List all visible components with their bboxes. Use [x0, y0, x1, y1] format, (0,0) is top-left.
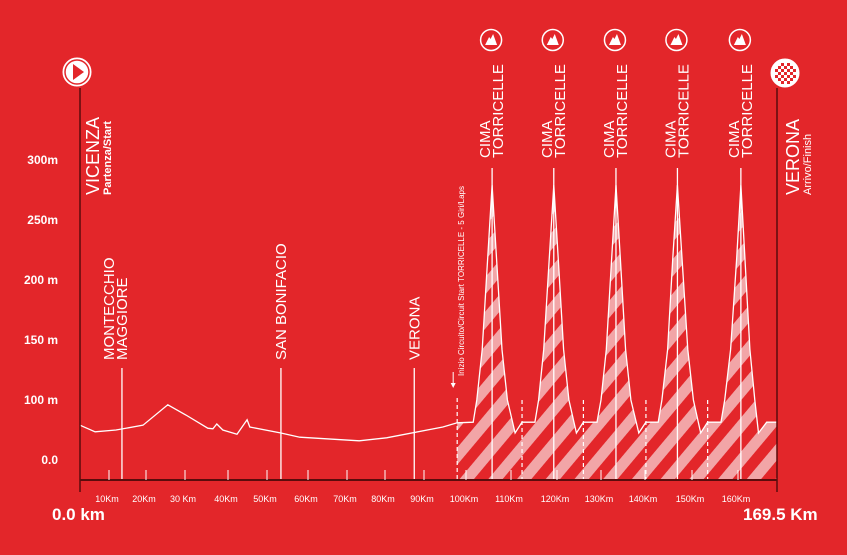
x-tick-label: 40Km: [214, 494, 238, 504]
x-tick-label: 70Km: [333, 494, 357, 504]
mountain-icon: [485, 34, 498, 45]
y-tick-label: 100 m: [24, 393, 58, 407]
checker-square: [787, 63, 790, 66]
y-tick-label: 250m: [27, 213, 58, 227]
start-name: VICENZA: [83, 117, 103, 195]
y-tick-label: 150 m: [24, 333, 58, 347]
mountain-icon: [608, 34, 621, 45]
arrow-down-icon: [450, 383, 456, 388]
mountain-icon-ring: [479, 28, 503, 52]
checker-square: [784, 72, 787, 75]
start-sub: Partenza/Start: [102, 121, 114, 195]
checker-square: [790, 66, 793, 69]
climb-label: TORRICELLE: [739, 64, 756, 158]
elevation-line: [79, 185, 777, 442]
checker-square: [781, 63, 784, 66]
start-icon-ring: [64, 59, 90, 85]
checker-square: [778, 72, 781, 75]
checker-square: [790, 72, 793, 75]
play-icon: [73, 64, 84, 80]
x-start-label: 0.0 km: [52, 505, 105, 524]
x-tick-label: 130Km: [585, 494, 614, 504]
mountain-icon: [670, 34, 683, 45]
climb-label: TORRICELLE: [490, 64, 507, 158]
x-tick-label: 140Km: [629, 494, 658, 504]
finish-sub: Arrivo/Finish: [802, 134, 814, 195]
checker-square: [784, 78, 787, 81]
x-tick-label: 110Km: [495, 494, 523, 504]
mountain-icon-ring: [541, 28, 565, 52]
checker-square: [787, 81, 790, 84]
checker-square: [784, 66, 787, 69]
marker-lines: [121, 168, 742, 480]
checker-square: [781, 75, 784, 78]
x-tick-label: 80Km: [371, 494, 395, 504]
x-tick-label: 50Km: [253, 494, 277, 504]
checker-square: [775, 69, 778, 72]
checker-square: [778, 66, 781, 69]
climb-label: CIMA: [601, 121, 618, 159]
circuit-label: Inizio Circuito/Circuit Start TORRICELLE…: [457, 186, 466, 376]
checker-square: [787, 75, 790, 78]
mountain-icon: [546, 34, 559, 45]
checker-square: [781, 81, 784, 84]
checker-square: [778, 78, 781, 81]
circuit-area: [457, 185, 777, 480]
mountain-icon-ring: [603, 28, 627, 52]
marker-label: MONTECCHIO: [101, 258, 118, 361]
checkered-flag-icon: [775, 63, 796, 84]
x-tick-label: 160Km: [722, 494, 751, 504]
climb-label: CIMA: [477, 121, 494, 159]
climb-label: CIMA: [539, 121, 556, 159]
marker-label: SAN BONIFACIO: [273, 243, 290, 360]
x-end-label: 169.5 Km: [743, 505, 818, 524]
x-tick-label: 90Km: [410, 494, 434, 504]
mountain-icon: [733, 34, 746, 45]
x-tick-label: 60Km: [294, 494, 318, 504]
climb-label: TORRICELLE: [552, 64, 569, 158]
x-tick-label: 150Km: [676, 494, 705, 504]
checker-square: [775, 75, 778, 78]
checker-square: [787, 69, 790, 72]
checker-square: [781, 69, 784, 72]
marker-label: VERONA: [406, 297, 423, 360]
checker-square: [790, 78, 793, 81]
finish-name: VERONA: [783, 119, 803, 195]
climb-label: CIMA: [662, 121, 679, 159]
mountain-icon-ring: [665, 28, 688, 52]
x-tick-label: 20Km: [132, 494, 156, 504]
climb-label: TORRICELLE: [614, 64, 631, 158]
x-tick-label: 120Km: [541, 494, 570, 504]
x-tick-label: 30 Km: [170, 494, 196, 504]
profile-line: [79, 185, 777, 442]
mountain-icon-ring: [728, 28, 752, 52]
axes: [61, 28, 801, 492]
checker-square: [793, 75, 796, 78]
y-tick-label: 0.0: [41, 453, 58, 467]
x-tick-label: 100Km: [450, 494, 479, 504]
labels: 0.0 100 m 150 m 200 m 250m 300m 10Km 20Km 30 Km 4…: [24, 64, 818, 524]
y-tick-label: 200 m: [24, 273, 58, 287]
x-tick-label: 10Km: [95, 494, 119, 504]
circuit-hatched-area: [457, 185, 777, 480]
y-tick-label: 300m: [27, 153, 58, 167]
climb-label: CIMA: [726, 121, 743, 159]
checker-square: [793, 69, 796, 72]
marker-label: MAGGIORE: [114, 277, 131, 360]
climb-label: TORRICELLE: [675, 64, 692, 158]
